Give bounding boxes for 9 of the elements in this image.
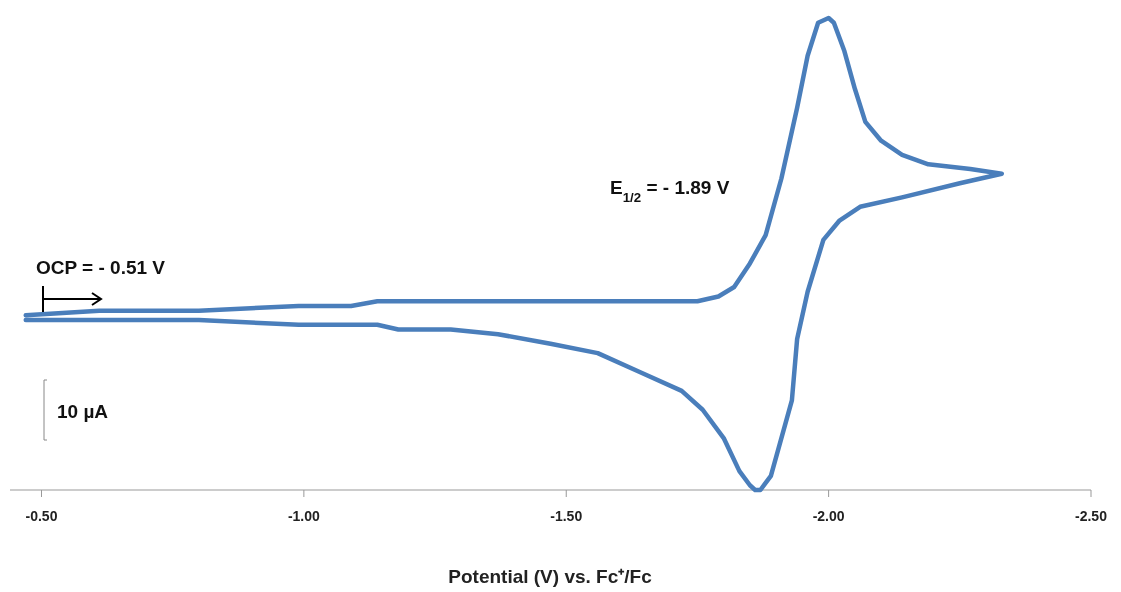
x-tick-label: -1.00 bbox=[287, 508, 321, 524]
x-tick-label: -2.00 bbox=[812, 508, 845, 524]
x-tick-label: -2.50 bbox=[1075, 508, 1108, 524]
annotation: OCP = - 0.51 V bbox=[36, 257, 166, 278]
annotation: 10 µA bbox=[57, 401, 109, 422]
annotation: E$_{1/2}$ = - 1.89 V bbox=[610, 177, 730, 205]
x-tick-label: -1.50 bbox=[550, 508, 583, 524]
x-axis-title: Potential (V) vs. Fc⁺/Fc bbox=[448, 566, 653, 587]
x-tick-label: -0.50 bbox=[25, 508, 58, 524]
